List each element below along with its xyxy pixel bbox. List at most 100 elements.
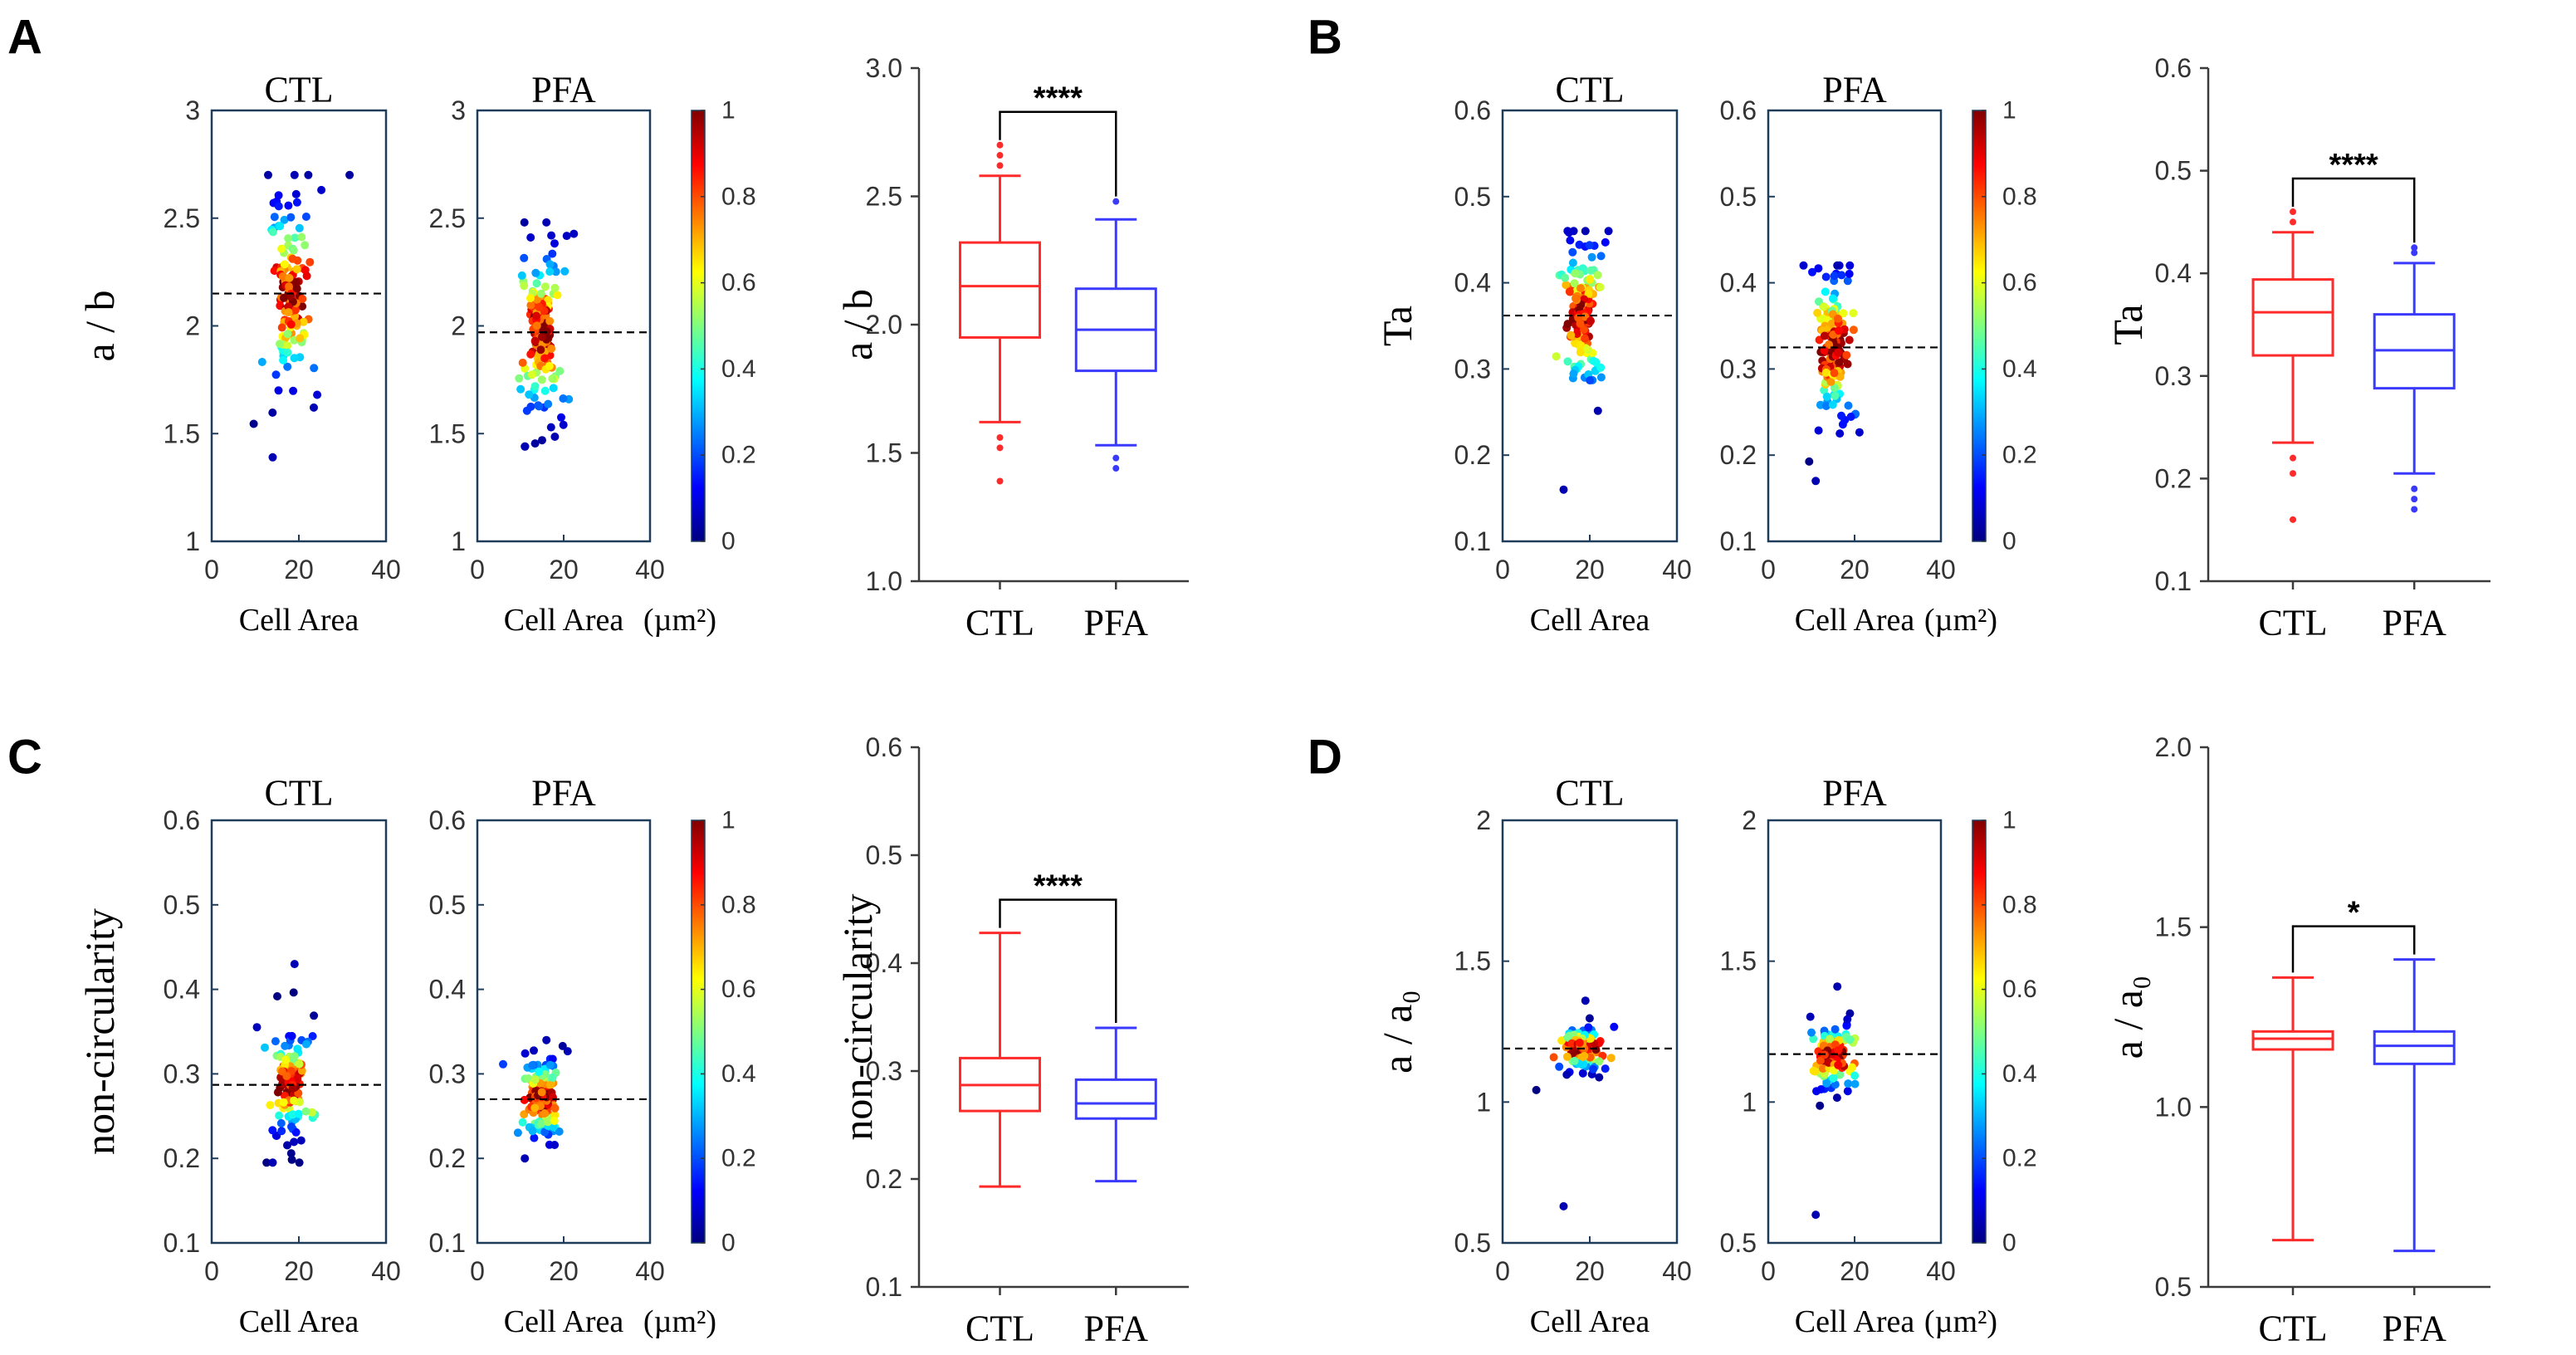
scatter-point (281, 1041, 290, 1050)
y-tick-label: 0.3 (1454, 354, 1491, 384)
scatter-point (289, 386, 298, 395)
significance-stars: * (2348, 896, 2360, 931)
y-tick-label: 0.4 (1720, 268, 1757, 298)
colorbar-bar (1972, 110, 1987, 542)
colorbar-tick-label: 0.4 (721, 355, 756, 383)
scatter-point (1581, 334, 1589, 343)
colorbar-tick-label: 0.2 (2002, 1145, 2037, 1172)
outlier-point (996, 444, 1004, 452)
scatter-ylabel: Ta (1374, 306, 1420, 346)
scatter-point (1807, 1028, 1816, 1037)
scatter-point (521, 442, 530, 451)
scatter-point (1576, 284, 1585, 293)
scatter-point (551, 267, 560, 276)
unit-label: (µm²) (1924, 603, 1997, 638)
scatter-point (1584, 1023, 1593, 1032)
scatter-point (1843, 360, 1852, 369)
scatter-point (1845, 335, 1854, 345)
scatter-point (284, 201, 293, 210)
scatter-point (553, 291, 562, 300)
outlier-point (2290, 218, 2296, 226)
scatter-point (1595, 1057, 1604, 1066)
scatter-point (299, 317, 308, 326)
scatter-point (1826, 377, 1835, 386)
x-tick-label: 20 (1575, 1256, 1605, 1286)
scatter-point (1849, 325, 1858, 335)
scatter-point (274, 386, 283, 395)
unit-label: (µm²) (643, 603, 716, 638)
scatter-point (262, 1158, 271, 1167)
scatter-point (530, 1075, 540, 1084)
scatter-point (249, 419, 258, 428)
scatter-point (1585, 241, 1594, 250)
scatter-point (277, 1127, 286, 1136)
scatter-point (287, 1123, 296, 1131)
scatter-point (276, 340, 284, 349)
scatter-point (1835, 1070, 1845, 1079)
scatter-point (1566, 236, 1575, 245)
scatter-point (526, 301, 535, 310)
scatter-point (1850, 1079, 1860, 1088)
scatter-point (1831, 391, 1840, 400)
x-tick-label: 20 (549, 555, 579, 585)
box-ctl (959, 141, 1041, 485)
y-tick-label: 0.4 (866, 948, 902, 978)
category-label: PFA (2382, 603, 2446, 643)
category-label: CTL (2258, 1309, 2327, 1349)
scatter-point (317, 185, 326, 194)
outlier-point (1112, 454, 1120, 462)
scatter-point (264, 170, 272, 179)
x-tick-label: 40 (1926, 555, 1956, 585)
colorbar-tick-label: 0.4 (721, 1060, 756, 1088)
scatter-point (290, 960, 299, 969)
scatter-point (1822, 392, 1831, 401)
scatter-point (1818, 1064, 1827, 1073)
scatter-point (288, 254, 297, 263)
significance-stars: **** (1034, 81, 1083, 116)
scatter-point (544, 399, 553, 408)
scatter-point (306, 257, 315, 267)
scatter-point (559, 394, 568, 403)
scatter-point (528, 1127, 537, 1136)
y-tick-label: 1 (451, 526, 466, 556)
category-label: PFA (1084, 1309, 1149, 1349)
scatter-point (275, 1111, 284, 1120)
scatter-point (291, 1128, 301, 1137)
scatter-title: PFA (1822, 70, 1887, 110)
scatter-point (1834, 1046, 1843, 1055)
scatter-point (545, 362, 554, 370)
scatter-point (270, 267, 279, 276)
scatter-point (1835, 372, 1845, 381)
x-axis-label: Cell Area (1530, 603, 1650, 638)
box-pfa (2373, 244, 2456, 513)
scatter-point (1595, 1073, 1604, 1082)
y-tick-label: 2 (1742, 805, 1757, 835)
scatter-point (526, 233, 535, 242)
box-pfa (2373, 958, 2456, 1253)
scatter-point (1834, 348, 1842, 357)
outlier-point (1112, 465, 1120, 472)
scatter-point (290, 1052, 299, 1061)
scatter-point (283, 341, 292, 350)
scatter-point (528, 1061, 537, 1070)
scatter-point (292, 198, 301, 207)
scatter-point (1799, 261, 1808, 270)
scatter-point (307, 1108, 316, 1117)
scatter-plot-pfa: PFA 0.1 0.2 0.3 0.4 0.5 0.6 0 20 40 Cell Area (1720, 70, 1956, 638)
y-tick-label: 0.4 (429, 975, 466, 1005)
scatter-point (271, 1037, 280, 1046)
panel-label: D (1308, 731, 1342, 785)
colorbar-tick-label: 0.8 (2002, 891, 2037, 918)
scatter-point (1587, 252, 1596, 262)
scatter-point (544, 1118, 553, 1127)
scatter-point (532, 296, 541, 304)
x-tick-label: 0 (1761, 1256, 1776, 1286)
scatter-point (1601, 1064, 1610, 1074)
y-tick-label: 0.2 (1454, 440, 1491, 470)
significance-bracket: **** (999, 869, 1117, 1023)
scatter-point (536, 345, 545, 355)
x-tick-label: 0 (1761, 555, 1776, 585)
y-tick-label: 0.5 (866, 840, 902, 870)
